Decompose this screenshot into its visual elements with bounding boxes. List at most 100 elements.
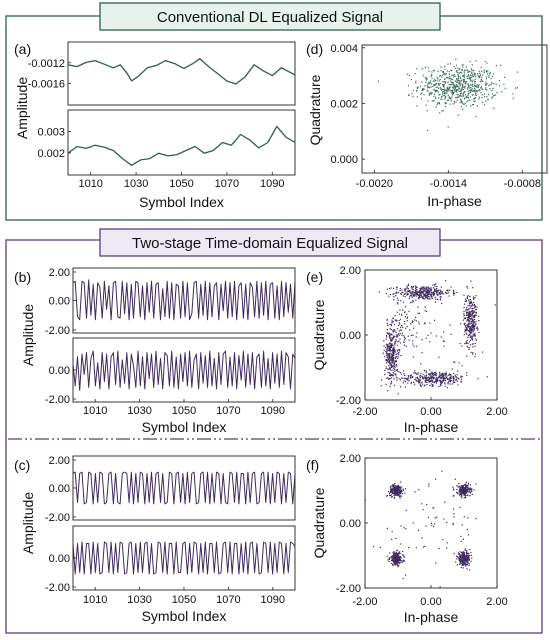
iq-point (463, 555, 465, 557)
iq-point (393, 553, 396, 555)
iq-point (466, 309, 468, 311)
iq-point (442, 81, 444, 83)
iq-point (436, 83, 438, 85)
iq-point (413, 327, 415, 329)
iq-point (395, 561, 397, 563)
iq-point (459, 84, 461, 86)
iq-point (438, 293, 440, 295)
iq-point (453, 291, 455, 293)
iq-point (420, 93, 422, 95)
iq-point (399, 559, 401, 562)
iq-point (432, 291, 435, 293)
iq-point (459, 102, 461, 104)
iq-point (395, 356, 397, 358)
iq-point (452, 524, 454, 526)
iq-point (436, 292, 438, 294)
iq-point (453, 494, 455, 497)
iq-point (468, 555, 470, 557)
iq-point (396, 311, 398, 313)
iq-point (405, 327, 407, 329)
iq-point (386, 361, 388, 363)
iq-point (446, 292, 448, 294)
y-axis-label: Amplitude (20, 492, 36, 554)
iq-point (422, 290, 424, 292)
iq-point (425, 293, 427, 295)
iq-point (443, 518, 445, 520)
iq-point (471, 327, 474, 329)
iq-point (398, 322, 400, 324)
iq-point (397, 484, 399, 486)
iq-point (391, 322, 393, 324)
iq-point (432, 374, 434, 376)
iq-point (436, 76, 438, 78)
x-tick-label: -2.00 (352, 406, 377, 418)
iq-point (468, 322, 470, 324)
iq-point (427, 100, 429, 102)
iq-point (445, 378, 447, 380)
iq-point (482, 81, 484, 83)
iq-point (407, 335, 409, 337)
iq-point (486, 83, 488, 85)
iq-point (402, 377, 404, 379)
iq-point (438, 356, 440, 358)
iq-point (460, 80, 462, 82)
iq-point (399, 556, 401, 558)
iq-point (470, 492, 472, 494)
iq-point (473, 315, 475, 317)
iq-point (437, 294, 439, 296)
iq-point (470, 87, 472, 89)
iq-point (415, 299, 417, 301)
iq-point (462, 74, 464, 76)
iq-point (472, 307, 474, 309)
iq-point (390, 355, 392, 357)
iq-point (462, 319, 464, 321)
iq-point (437, 290, 439, 292)
iq-point (441, 76, 443, 78)
iq-point (468, 323, 471, 325)
iq-point (390, 357, 392, 359)
iq-point (421, 537, 423, 539)
iq-point (467, 343, 469, 345)
iq-point (433, 382, 435, 384)
iq-point (389, 492, 391, 494)
iq-point (456, 86, 458, 88)
iq-point (399, 551, 401, 553)
iq-point (402, 488, 404, 490)
iq-point (433, 377, 435, 379)
iq-point (405, 293, 407, 295)
iq-point (400, 386, 402, 388)
iq-point (419, 379, 421, 381)
iq-point (389, 356, 391, 358)
iq-point (401, 486, 403, 488)
iq-point (399, 495, 401, 497)
iq-point (459, 506, 461, 509)
iq-point (422, 296, 425, 298)
iq-point (400, 293, 402, 295)
iq-point (422, 373, 424, 376)
iq-point (458, 90, 460, 92)
iq-point (459, 555, 462, 557)
iq-point (421, 375, 423, 378)
iq-point (458, 69, 460, 71)
iq-point (423, 286, 425, 288)
iq-point (459, 85, 461, 87)
iq-point (398, 556, 400, 558)
iq-point (496, 92, 498, 94)
iq-point (474, 84, 476, 86)
iq-point (386, 356, 388, 358)
iq-point (398, 330, 400, 332)
iq-point (436, 380, 438, 382)
signal-trace (67, 125, 296, 166)
iq-point (396, 334, 398, 336)
iq-point (469, 487, 471, 489)
iq-point (449, 97, 451, 99)
iq-point (393, 350, 395, 352)
iq-point (399, 289, 401, 292)
iq-point (426, 294, 428, 296)
iq-point (467, 87, 469, 89)
iq-point (400, 492, 402, 494)
iq-point (404, 488, 407, 490)
iq-point (393, 384, 396, 386)
iq-point (389, 348, 391, 350)
iq-point (438, 102, 440, 104)
